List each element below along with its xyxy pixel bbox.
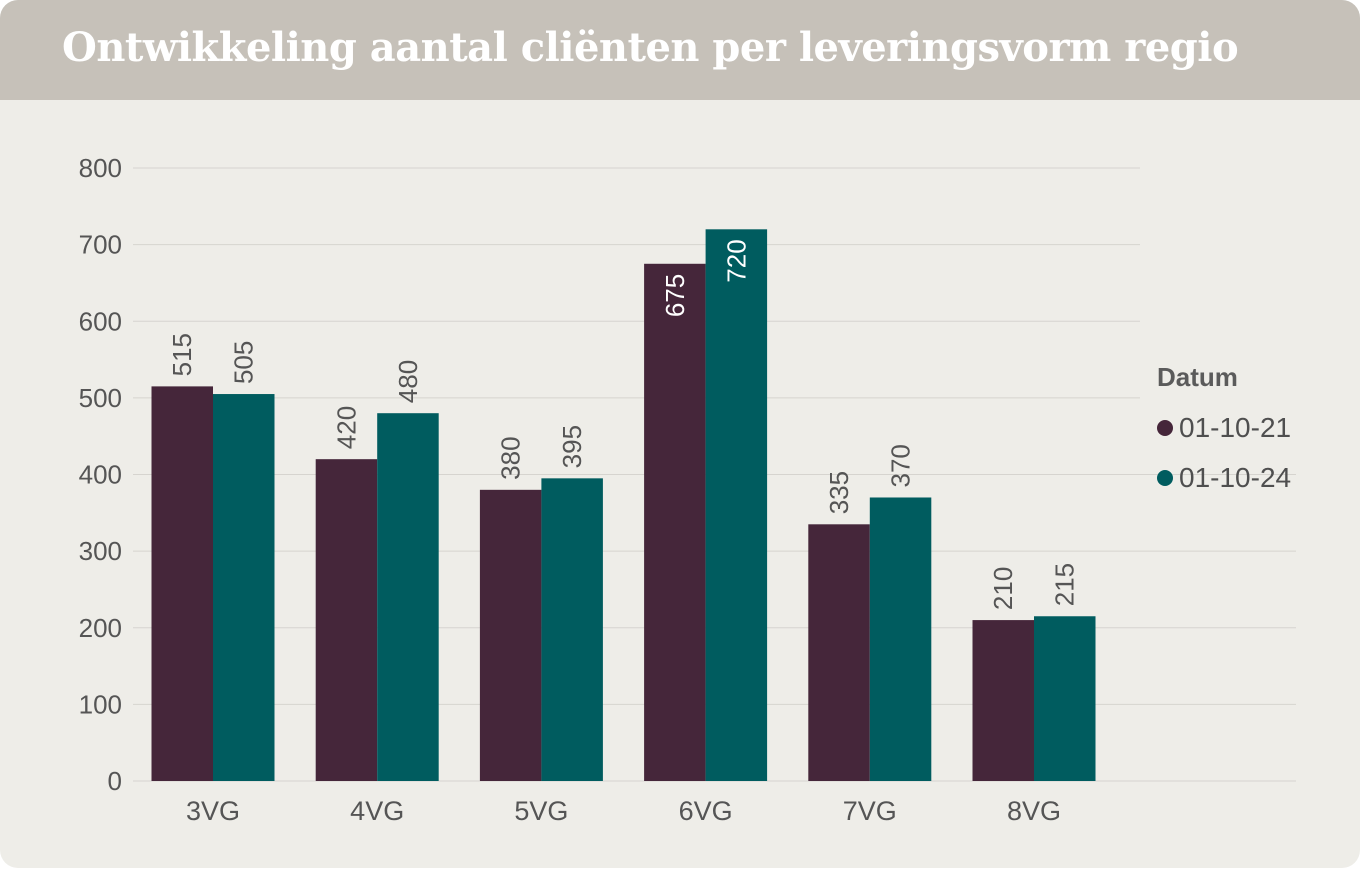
data-label: 420: [331, 406, 361, 449]
legend: Datum 01-10-21 01-10-24: [1157, 362, 1291, 503]
x-tick-label: 6VG: [679, 796, 733, 826]
legend-swatch-2024: [1157, 470, 1173, 486]
data-label: 395: [557, 425, 587, 468]
y-tick-label: 500: [79, 383, 122, 413]
y-tick-label: 800: [79, 153, 122, 183]
data-label: 675: [660, 274, 690, 317]
bar-8vg-2021: [972, 620, 1034, 781]
legend-label-2021: 01-10-21: [1179, 412, 1292, 443]
bar-4vg-2021: [315, 459, 378, 781]
bar-6vg-2024: [705, 229, 768, 782]
x-tick-label: 4VG: [350, 796, 404, 826]
legend-label-2024: 01-10-24: [1179, 462, 1292, 493]
y-tick-label: 100: [79, 689, 122, 719]
data-label: 480: [393, 360, 423, 403]
title-bar: Ontwikkeling aantal cliënten per leverin…: [0, 0, 1360, 100]
legend-item-2021: 01-10-21: [1157, 403, 1291, 453]
bar-7vg-2024: [869, 497, 932, 781]
x-tick-label: 5VG: [514, 796, 568, 826]
y-tick-label: 700: [79, 230, 122, 260]
x-tick-label: 3VG: [186, 796, 240, 826]
bar-8vg-2024: [1034, 616, 1096, 781]
bar-6vg-2021: [644, 263, 706, 781]
bar-7vg-2021: [808, 524, 870, 781]
bar-4vg-2024: [377, 413, 439, 781]
y-tick-label: 300: [79, 536, 122, 566]
x-tick-label: 7VG: [843, 796, 897, 826]
bar-5vg-2024: [541, 478, 603, 781]
bar-5vg-2021: [479, 489, 542, 781]
data-label: 335: [824, 471, 854, 514]
data-label: 380: [496, 436, 526, 479]
y-tick-label: 600: [79, 306, 122, 336]
x-tick-label: 8VG: [1007, 796, 1061, 826]
y-tick-label: 400: [79, 460, 122, 490]
data-label: 515: [167, 333, 197, 376]
data-label: 210: [988, 567, 1018, 610]
legend-swatch-2021: [1157, 420, 1173, 436]
legend-item-2024: 01-10-24: [1157, 453, 1291, 503]
y-tick-label: 0: [108, 766, 122, 796]
data-label: 505: [229, 341, 259, 384]
bar-3vg-2021: [151, 386, 213, 781]
data-label: 215: [1050, 563, 1080, 606]
chart-title: Ontwikkeling aantal cliënten per leverin…: [62, 24, 1239, 71]
bar-3vg-2024: [213, 394, 275, 781]
legend-title: Datum: [1157, 362, 1238, 392]
y-tick-label: 200: [79, 613, 122, 643]
data-label: 720: [721, 239, 751, 282]
data-label: 370: [886, 444, 916, 487]
